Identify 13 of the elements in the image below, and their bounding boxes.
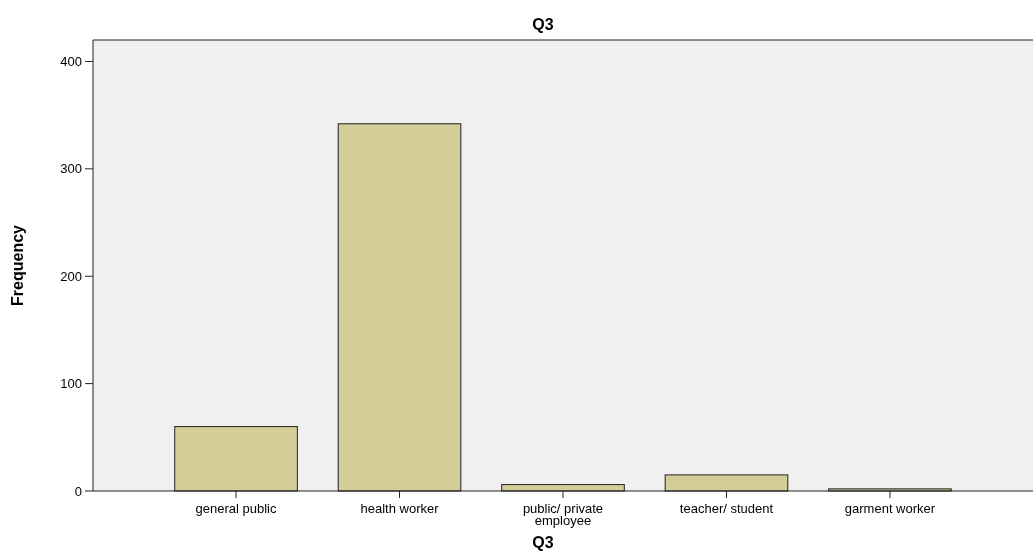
y-axis-title: Frequency <box>9 224 26 306</box>
y-tick-label: 300 <box>60 161 82 177</box>
x-axis-title: Q3 <box>532 534 554 551</box>
y-tick-label: 200 <box>60 268 82 284</box>
y-tick-label: 0 <box>74 483 82 499</box>
y-tick-label: 400 <box>60 54 82 70</box>
y-tick-label: 100 <box>60 376 82 392</box>
x-tick-label: garment worker <box>844 501 936 516</box>
chart-title: Q3 <box>532 16 554 33</box>
x-tick-label: general public <box>195 501 278 516</box>
x-tick-label: public/ private employee <box>522 501 604 528</box>
x-tick-label: health worker <box>360 501 440 516</box>
x-tick-label: teacher/ student <box>679 501 774 516</box>
